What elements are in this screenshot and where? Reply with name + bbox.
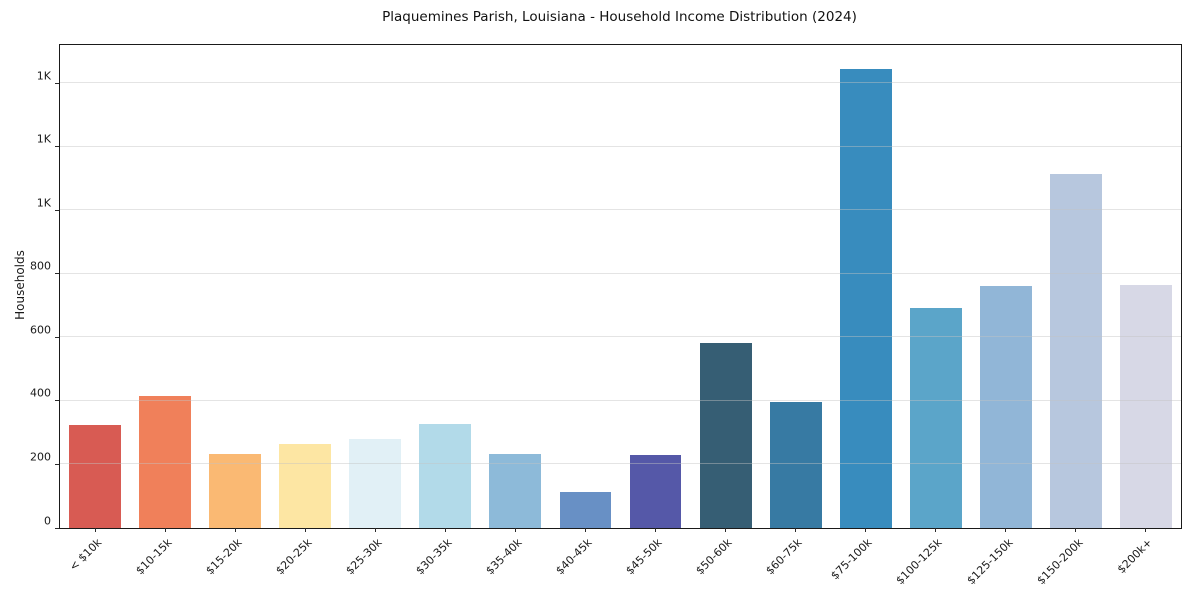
x-tick-mark <box>374 528 376 532</box>
y-tick-label: 800 <box>30 259 51 273</box>
x-tick-mark <box>725 528 727 532</box>
gridline-200 <box>60 463 1181 465</box>
y-tick-label: 600 <box>30 323 51 337</box>
bar-slot <box>831 45 901 528</box>
x-tick-mark <box>164 528 166 532</box>
y-tick-mark <box>55 400 59 402</box>
x-tick-mark <box>444 528 446 532</box>
bar-$30-35k <box>419 424 472 528</box>
bar-slot <box>340 45 410 528</box>
chart-title: Plaquemines Parish, Louisiana - Househol… <box>382 9 857 25</box>
x-tick-mark <box>1145 528 1147 532</box>
bar-$50-60k <box>699 343 752 528</box>
bar-slot <box>691 45 761 528</box>
gridline-400 <box>60 399 1181 401</box>
bar-$125-150k <box>979 285 1032 528</box>
bar-slot <box>901 45 971 528</box>
gridline-600 <box>60 336 1181 338</box>
y-tick-label: 1K <box>36 196 51 210</box>
bar-slot <box>480 45 550 528</box>
bar-slot <box>270 45 340 528</box>
bar-$100-125k <box>909 308 962 528</box>
bar-$25-30k <box>349 439 402 528</box>
x-tick-mark <box>514 528 516 532</box>
x-tick-label: $45-50k <box>623 536 665 578</box>
x-tick-mark <box>865 528 867 532</box>
x-tick-label: $20-25k <box>273 536 315 578</box>
x-tick-label: $50-60k <box>693 536 735 578</box>
bar-slot <box>200 45 270 528</box>
bar-$60-75k <box>769 402 822 528</box>
bar-$15-20k <box>209 454 262 528</box>
y-tick-mark <box>55 146 59 148</box>
y-tick-mark <box>55 463 59 465</box>
bar-slot <box>1041 45 1111 528</box>
x-tick-label: $100-125k <box>893 536 945 588</box>
x-tick-label: $35-40k <box>483 536 525 578</box>
bar-$40-45k <box>559 492 612 528</box>
x-tick-label: $10-15k <box>133 536 175 578</box>
bar-$75-100k <box>839 69 892 528</box>
bar-$20-25k <box>279 444 332 528</box>
bar-slot <box>550 45 620 528</box>
bar-slot <box>60 45 130 528</box>
y-tick-label: 0 <box>44 514 51 527</box>
x-tick-label: $25-30k <box>343 536 385 578</box>
bar-slot <box>1111 45 1181 528</box>
plot-area: 0 200 400 600 800 1K 1K 1K < $10k $10-15k $15-20k… <box>30 44 1182 587</box>
x-tick-mark <box>935 528 937 532</box>
x-tick-label: $200k+ <box>1115 536 1156 577</box>
x-tick-mark <box>1075 528 1077 532</box>
bar-slot <box>761 45 831 528</box>
bar-$35-40k <box>489 454 542 528</box>
x-tick-label: $125-150k <box>963 536 1016 588</box>
bar-slot <box>621 45 691 528</box>
x-tick-mark <box>1005 528 1007 532</box>
bar-slot <box>130 45 200 528</box>
bar-< $10k <box>69 424 121 528</box>
x-tick-mark <box>304 528 306 532</box>
x-tick-label: $40-45k <box>553 536 595 578</box>
bar-$10-15k <box>139 396 192 528</box>
x-tick-mark <box>584 528 586 532</box>
y-tick-mark <box>55 336 59 338</box>
x-tick-label: $30-35k <box>413 536 455 578</box>
gridline-1000 <box>60 209 1181 211</box>
y-tick-mark <box>55 209 59 211</box>
y-tick-label: 200 <box>30 450 51 464</box>
gridline-1400 <box>60 82 1181 84</box>
x-tick-label: $60-75k <box>763 536 805 578</box>
x-tick-label: $75-100k <box>828 536 875 583</box>
bars-container <box>60 45 1181 528</box>
x-tick-mark <box>234 528 236 532</box>
y-tick-label: 1K <box>36 69 51 83</box>
x-tick-mark <box>655 528 657 532</box>
x-tick-label: < $10k <box>66 536 105 574</box>
x-tick-label: $15-20k <box>203 536 245 578</box>
y-tick-label: 1K <box>36 132 51 146</box>
bar-slot <box>971 45 1041 528</box>
bar-$45-50k <box>629 455 682 528</box>
gridline-800 <box>60 272 1181 274</box>
y-tick-mark <box>55 273 59 275</box>
y-tick-mark <box>55 527 59 529</box>
bar-slot <box>410 45 480 528</box>
y-tick-mark <box>55 82 59 84</box>
bar-$200k+ <box>1120 284 1172 528</box>
y-tick-label: 400 <box>30 386 51 400</box>
gridline-1200 <box>60 145 1181 147</box>
x-tick-mark <box>795 528 797 532</box>
x-tick-mark <box>94 528 96 532</box>
bar-$150-200k <box>1049 173 1102 528</box>
x-tick-label: $150-200k <box>1033 536 1086 588</box>
y-axis-title: Households <box>13 250 27 320</box>
